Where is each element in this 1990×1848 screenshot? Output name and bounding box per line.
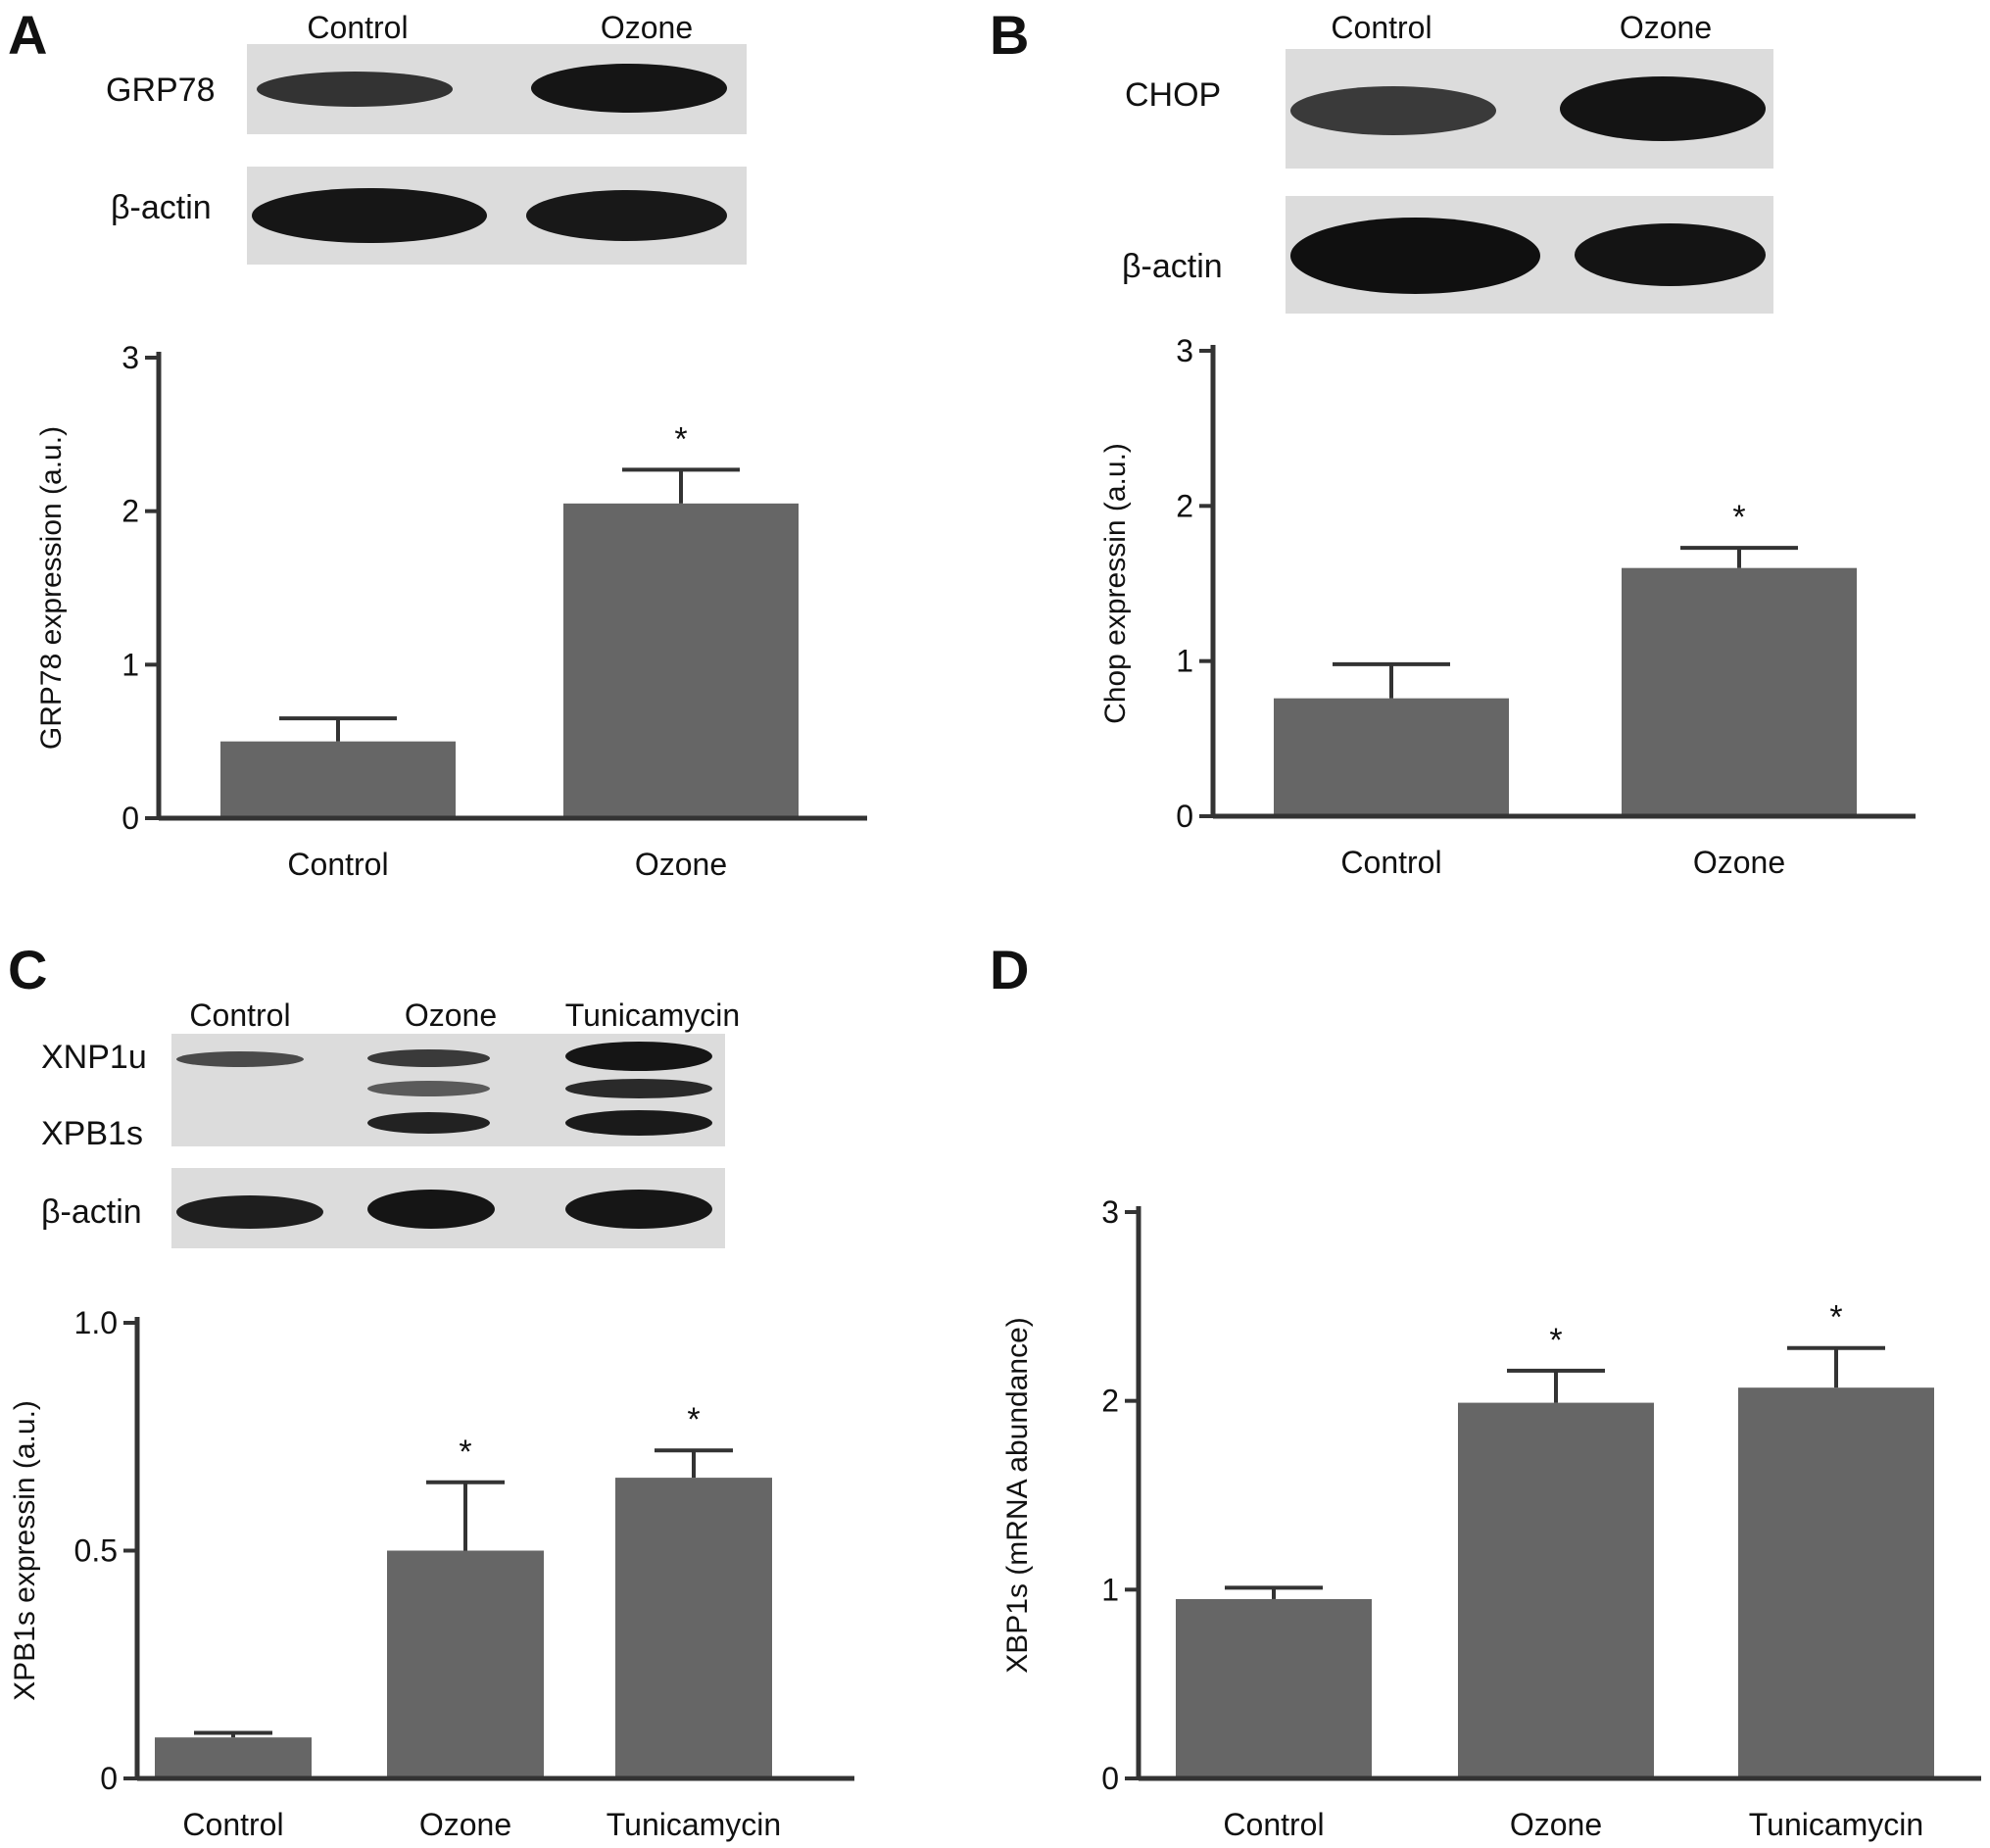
panel-letter-a: A [8,4,48,66]
blot-a-row-actin: β-actin [111,189,212,226]
bar-d-2 [1458,1402,1654,1778]
blot-b-lane-ozone: Ozone [1619,10,1713,45]
band [176,1051,304,1067]
band [367,1112,490,1134]
y-tick-label-b-4: 3 [1176,333,1193,368]
bar-c-1 [155,1737,312,1778]
y-axis-label-a: GRP78 expression (a.u.) [35,426,68,750]
significance-d-2: * [1549,1322,1562,1359]
band [531,64,727,113]
panel-letter-b: B [990,4,1030,66]
blot-a-lane-ozone: Ozone [600,10,694,45]
band [367,1081,490,1096]
x-tick-label-c-2: Ozone [419,1807,511,1842]
blot-a-strip-actin [247,167,747,265]
y-axis-label-c: XPB1s expressin (a.u.) [9,1400,41,1701]
y-tick-label-d-4: 3 [1101,1194,1119,1230]
blot-a-lane-control: Control [307,10,409,45]
blot-b-row-actin: β-actin [1122,248,1223,285]
bar-d-1 [1176,1598,1372,1778]
y-tick-label-a-3: 2 [121,494,139,529]
band [176,1195,323,1229]
blot-a-row-grp78: GRP78 [106,72,216,109]
y-tick-label-a-1: 0 [121,801,139,836]
x-tick-label-a-2: Ozone [635,847,727,882]
blot-b-row-chop: CHOP [1125,76,1222,114]
x-tick-label-b-2: Ozone [1693,845,1785,880]
y-tick-label-b-1: 0 [1176,799,1193,834]
x-tick-label-b-1: Control [1340,845,1441,880]
x-tick-label-c-1: Control [182,1807,283,1842]
band [526,190,727,241]
band [1575,223,1766,286]
band [257,72,453,107]
bar-d-3 [1738,1387,1934,1778]
bar-a-2 [563,503,799,818]
bar-c-3 [615,1478,772,1778]
blot-b-strip-actin [1286,196,1773,314]
blot-b-strip-chop [1286,49,1773,169]
band [367,1049,490,1067]
y-tick-label-d-3: 2 [1101,1384,1119,1419]
blot-c-strip-actin [171,1168,725,1248]
panel-letter-d: D [990,939,1030,1000]
y-axis-label-b: Chop expressin (a.u.) [1099,443,1132,724]
x-tick-label-d-3: Tunicamycin [1749,1807,1923,1842]
significance-d-3: * [1829,1299,1842,1337]
y-tick-label-c-2: 0.5 [74,1533,118,1569]
band [1290,86,1496,135]
blot-c-row-actin: β-actin [41,1193,142,1231]
y-tick-label-c-1: 0 [100,1761,118,1796]
significance-c-2: * [459,1434,471,1471]
bar-c-2 [387,1550,544,1778]
y-tick-label-b-2: 1 [1176,644,1193,679]
significance-b-2: * [1732,499,1745,536]
y-tick-label-d-2: 1 [1101,1572,1119,1607]
band [1560,76,1766,141]
band [252,188,487,243]
band [367,1190,495,1229]
band [565,1079,712,1098]
y-tick-label-d-1: 0 [1101,1761,1119,1796]
x-tick-label-d-1: Control [1223,1807,1324,1842]
bar-a-1 [220,741,456,818]
x-tick-label-d-2: Ozone [1510,1807,1602,1842]
y-tick-label-c-3: 1.0 [74,1305,118,1340]
x-tick-label-a-1: Control [287,847,388,882]
blot-c-strip-xbp1 [171,1034,725,1146]
y-tick-label-b-3: 2 [1176,488,1193,523]
band [565,1190,712,1229]
blot-c-lane-ozone: Ozone [404,997,498,1033]
band [565,1042,712,1071]
significance-a-2: * [674,420,687,458]
blot-b-lane-control: Control [1331,10,1432,45]
y-tick-label-a-4: 3 [121,340,139,375]
bar-b-2 [1622,567,1857,816]
blot-a-strip-grp78 [247,44,747,134]
bar-b-1 [1274,698,1509,816]
blot-c-lane-tunicamycin: Tunicamycin [564,997,741,1033]
y-tick-label-a-2: 1 [121,647,139,682]
band [1290,218,1540,294]
y-axis-label-d: XBP1s (mRNA abundance) [1001,1317,1034,1674]
panel-letter-c: C [8,939,48,1000]
blot-c-row-xpb1s: XPB1s [41,1115,143,1152]
blot-c-lane-control: Control [189,997,291,1033]
x-tick-label-c-3: Tunicamycin [607,1807,781,1842]
significance-c-3: * [687,1401,700,1438]
blot-c-row-xnp1u: XNP1u [41,1039,147,1076]
band [565,1110,712,1136]
